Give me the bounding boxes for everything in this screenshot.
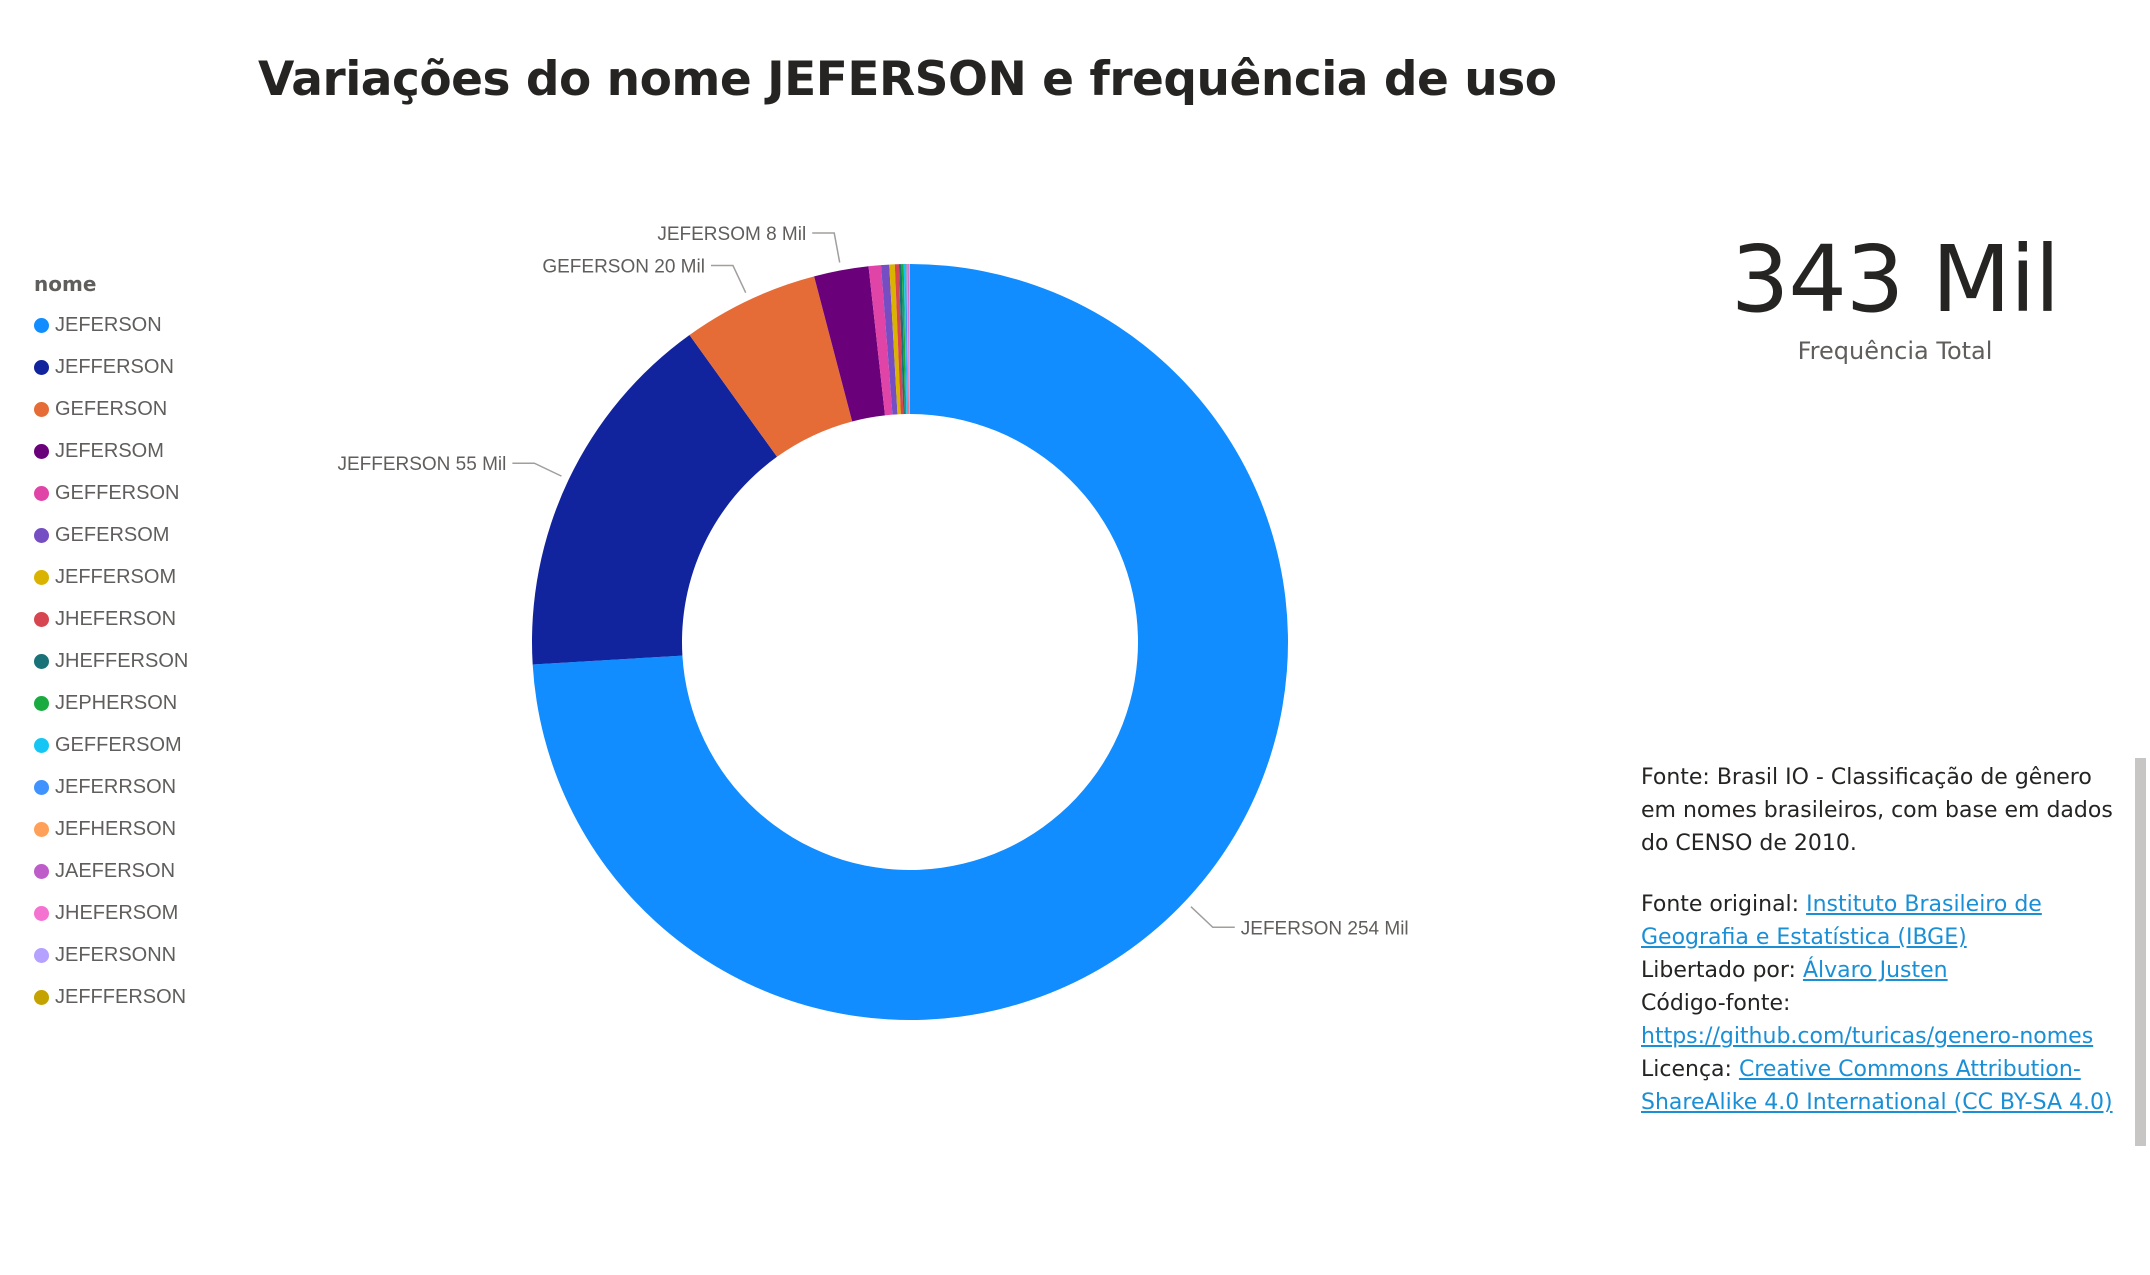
source-code-line: Código-fonte: https://github.com/turicas… <box>1641 987 2121 1053</box>
legend-item[interactable]: JHEFERSOM <box>34 892 188 934</box>
legend-items: JEFERSON JEFFERSON GEFERSON JEFERSOM GEFFERS… <box>34 304 188 1018</box>
legend-item[interactable]: JEFERSOM <box>34 430 188 472</box>
legend-item[interactable]: JEPHERSON <box>34 682 188 724</box>
source-license-line: Licença: Creative Commons Attribution-Sh… <box>1641 1053 2121 1119</box>
data-label: JEFERSON 254 Mil <box>1241 918 1409 939</box>
legend-marker <box>34 863 49 879</box>
donut-slice[interactable] <box>905 264 908 415</box>
legend-label: JEPHERSON <box>55 691 178 714</box>
legend-label: JHEFERSOM <box>55 901 179 924</box>
legend-label: JEFERSONN <box>55 943 177 966</box>
legend-label: JEFERRSON <box>55 775 177 798</box>
donut-slice[interactable] <box>906 264 909 415</box>
ibge-link[interactable]: Instituto Brasileiro de Geografia e Esta… <box>1641 892 2042 950</box>
source-original-prefix: Fonte original: <box>1641 892 1807 917</box>
legend-item[interactable]: JEFFERSOM <box>34 556 188 598</box>
data-label: GEFERSON 20 Mil <box>542 257 705 278</box>
legend-item[interactable]: JEFHERSON <box>34 808 188 850</box>
source-textbox: Fonte: Brasil IO - Classificação de gêne… <box>1641 761 2121 1119</box>
legend-item[interactable]: JAEFERSON <box>34 850 188 892</box>
source-code-prefix: Código-fonte: <box>1641 991 1791 1016</box>
source-license-prefix: Licença: <box>1641 1057 1739 1082</box>
legend-marker <box>34 989 49 1005</box>
legend-label: JEFHERSON <box>55 817 177 840</box>
legend-marker <box>34 905 49 921</box>
legend-label: GEFFERSOM <box>55 733 182 756</box>
legend-title: nome <box>34 272 97 296</box>
legend-item[interactable]: GEFERSON <box>34 388 188 430</box>
donut-slice[interactable] <box>814 266 885 422</box>
legend-label: JEFFERSOM <box>55 565 177 588</box>
legend-marker <box>34 569 49 585</box>
legend-marker <box>34 695 49 711</box>
donut-slice[interactable] <box>894 264 904 415</box>
legend-marker <box>34 401 49 417</box>
legend-label: GEFERSOM <box>55 523 170 546</box>
source-original-line: Fonte original: Instituto Brasileiro de … <box>1641 888 2121 954</box>
legend-label: JEFERSON <box>55 313 162 336</box>
legend-marker <box>34 821 49 837</box>
license-link[interactable]: Creative Commons Attribution-ShareAlike … <box>1641 1057 2113 1115</box>
legend-marker <box>34 527 49 543</box>
legend-item[interactable]: JHEFERSON <box>34 598 188 640</box>
source-freed-prefix: Libertado por: <box>1641 958 1803 983</box>
legend-label: JHEFERSON <box>55 607 177 630</box>
card-label: Frequência Total <box>1797 337 1993 365</box>
donut-slice[interactable] <box>898 264 905 415</box>
github-link[interactable]: https://github.com/turicas/genero-nomes <box>1641 1024 2094 1049</box>
data-label-leader-line <box>512 462 562 477</box>
legend-item[interactable]: JHEFFERSON <box>34 640 188 682</box>
data-label: JEFERSOM 8 Mil <box>657 224 806 245</box>
donut-slice[interactable] <box>907 264 910 415</box>
data-label-leader-line <box>812 232 841 263</box>
donut-slice[interactable] <box>532 334 778 665</box>
legend-label: GEFFERSON <box>55 481 180 504</box>
donut-slice[interactable] <box>901 264 907 415</box>
legend-marker <box>34 653 49 669</box>
source-description: Fonte: Brasil IO - Classificação de gêne… <box>1641 765 2113 856</box>
legend-marker <box>34 359 49 375</box>
legend-item[interactable]: JEFERSON <box>34 304 188 346</box>
legend-item[interactable]: GEFERSOM <box>34 514 188 556</box>
textbox-scrollbar[interactable] <box>2135 758 2146 1146</box>
legend-item[interactable]: JEFERSONN <box>34 934 188 976</box>
legend-label: JAEFERSON <box>55 859 176 882</box>
donut-slice[interactable] <box>908 264 910 415</box>
legend-marker <box>34 485 49 501</box>
legend-marker <box>34 779 49 795</box>
chart-legend: nome JEFERSON JEFFERSON GEFERSON JEFERSOM GE… <box>34 272 188 1018</box>
legend-label: JHEFFERSON <box>55 649 189 672</box>
legend-label: JEFERSOM <box>55 439 164 462</box>
legend-marker <box>34 947 49 963</box>
legend-item[interactable]: GEFFERSOM <box>34 724 188 766</box>
legend-item[interactable]: JEFFFERSON <box>34 976 188 1018</box>
legend-marker <box>34 611 49 627</box>
legend-item[interactable]: GEFFERSON <box>34 472 188 514</box>
data-label: JEFFERSON 55 Mil <box>337 454 506 475</box>
donut-slice[interactable] <box>889 264 901 415</box>
donut-slice[interactable] <box>880 264 898 415</box>
legend-label: JEFFERSON <box>55 355 174 378</box>
legend-marker <box>34 737 49 753</box>
source-freed-line: Libertado por: Álvaro Justen <box>1641 954 2121 987</box>
legend-item[interactable]: JEFFERSON <box>34 346 188 388</box>
card-value: 343 Mil <box>1730 226 2060 333</box>
report-title: Variações do nome JEFERSON e frequência … <box>258 52 1557 107</box>
author-link[interactable]: Álvaro Justen <box>1802 958 1948 983</box>
donut-slice[interactable] <box>532 264 1288 1020</box>
donut-slice[interactable] <box>868 265 893 416</box>
total-frequency-card: 343 Mil Frequência Total <box>1690 225 2100 365</box>
donut-slice[interactable] <box>909 264 910 415</box>
data-label-leader-line <box>710 264 747 294</box>
legend-marker <box>34 443 49 459</box>
donut-slice[interactable] <box>689 276 853 457</box>
legend-label: GEFERSON <box>55 397 168 420</box>
legend-item[interactable]: JEFERRSON <box>34 766 188 808</box>
legend-label: JEFFFERSON <box>55 985 187 1008</box>
legend-marker <box>34 317 49 333</box>
donut-slice[interactable] <box>903 264 908 415</box>
data-label-leader-line <box>1190 906 1235 929</box>
